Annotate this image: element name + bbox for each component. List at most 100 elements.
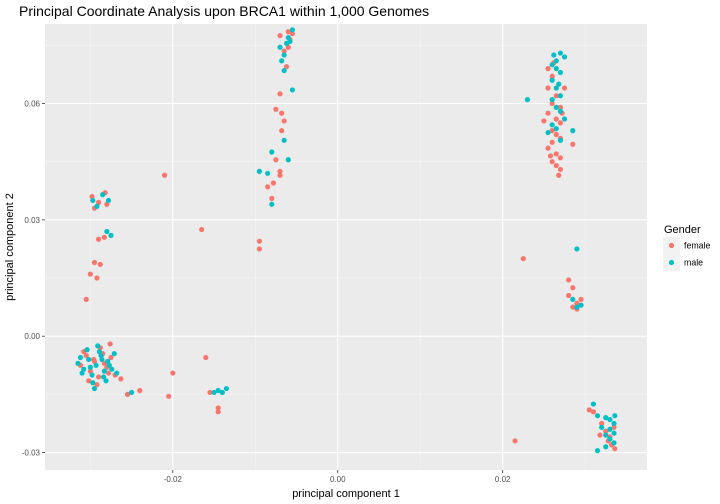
point-male	[553, 58, 559, 64]
x-tick-label: 0.02	[495, 475, 511, 484]
point-female	[556, 172, 562, 178]
point-female	[265, 184, 271, 190]
point-male	[549, 122, 555, 128]
point-female	[574, 300, 580, 306]
chart-title: Principal Coordinate Analysis upon BRCA1…	[19, 3, 429, 19]
point-female	[273, 157, 279, 163]
point-female	[570, 304, 576, 310]
point-male	[603, 415, 609, 421]
point-male	[79, 370, 85, 376]
point-female	[256, 246, 263, 252]
point-male	[211, 389, 217, 396]
y-tick-label: -0.03	[22, 449, 41, 458]
point-female	[105, 370, 112, 376]
point-male	[557, 108, 564, 114]
point-male	[607, 436, 613, 442]
point-female	[91, 356, 97, 363]
point-female	[137, 387, 143, 394]
point-male	[90, 197, 96, 204]
point-male	[128, 389, 135, 396]
point-female	[566, 292, 572, 299]
point-female	[541, 118, 547, 124]
point-female	[578, 296, 584, 302]
legend: Gender female male	[663, 224, 711, 271]
point-female	[94, 275, 100, 281]
point-female	[203, 354, 209, 361]
point-male	[106, 362, 112, 368]
point-female	[91, 259, 98, 266]
point-male	[603, 432, 609, 438]
point-female	[107, 341, 113, 347]
point-male	[77, 354, 84, 361]
point-female	[547, 153, 554, 159]
point-female	[281, 48, 287, 54]
point-male	[553, 85, 559, 91]
legend-label-female: female	[684, 241, 711, 251]
point-female	[512, 438, 518, 444]
point-female	[277, 91, 283, 97]
point-female	[207, 389, 213, 396]
point-male	[574, 246, 580, 252]
point-male	[281, 67, 287, 74]
point-female	[561, 85, 568, 91]
point-female	[101, 234, 107, 240]
legend-marker-male	[668, 259, 675, 266]
point-female	[549, 139, 555, 145]
y-axis-ticks: -0.03 0.00 0.03 0.06	[22, 100, 45, 458]
x-tick-label: -0.02	[164, 475, 183, 484]
point-male	[279, 58, 285, 64]
point-female	[545, 110, 551, 116]
point-female	[83, 296, 89, 302]
point-female	[108, 354, 114, 361]
point-female	[96, 236, 102, 242]
point-female	[89, 193, 95, 200]
point-female	[87, 368, 93, 374]
point-female	[166, 393, 172, 399]
point-female	[520, 256, 526, 262]
plot-panel	[45, 24, 647, 470]
point-male	[611, 420, 617, 427]
point-male	[289, 87, 295, 93]
point-male	[86, 356, 92, 363]
point-female	[566, 277, 572, 283]
point-male	[111, 351, 117, 357]
point-female	[215, 405, 221, 411]
point-male	[75, 360, 81, 366]
point-male	[557, 50, 564, 56]
point-female	[553, 116, 559, 122]
x-axis-title: principal component 1	[292, 488, 400, 500]
point-male	[219, 389, 225, 396]
point-male	[96, 349, 103, 355]
point-female	[557, 155, 564, 161]
point-male	[594, 413, 601, 419]
point-male	[551, 52, 557, 58]
point-male	[553, 104, 559, 110]
point-male	[524, 97, 531, 103]
point-female	[256, 238, 263, 244]
point-male	[269, 149, 275, 155]
point-male	[105, 358, 111, 365]
point-male	[607, 416, 613, 423]
point-female	[87, 271, 93, 277]
point-male	[594, 448, 601, 454]
point-male	[114, 370, 120, 376]
point-male	[277, 44, 283, 50]
point-male	[81, 366, 87, 372]
point-female	[557, 166, 564, 173]
point-female	[603, 428, 609, 434]
point-male	[549, 97, 555, 103]
y-tick-label: 0.03	[24, 216, 40, 225]
point-male	[561, 116, 568, 122]
point-female	[549, 73, 555, 79]
point-female	[199, 226, 205, 233]
point-female	[549, 159, 555, 165]
point-female	[284, 64, 290, 70]
point-male	[223, 385, 230, 392]
point-male	[287, 38, 293, 45]
point-male	[100, 374, 107, 380]
point-female	[118, 376, 124, 382]
point-male	[269, 201, 275, 207]
point-female	[549, 128, 555, 134]
point-male	[553, 126, 559, 132]
